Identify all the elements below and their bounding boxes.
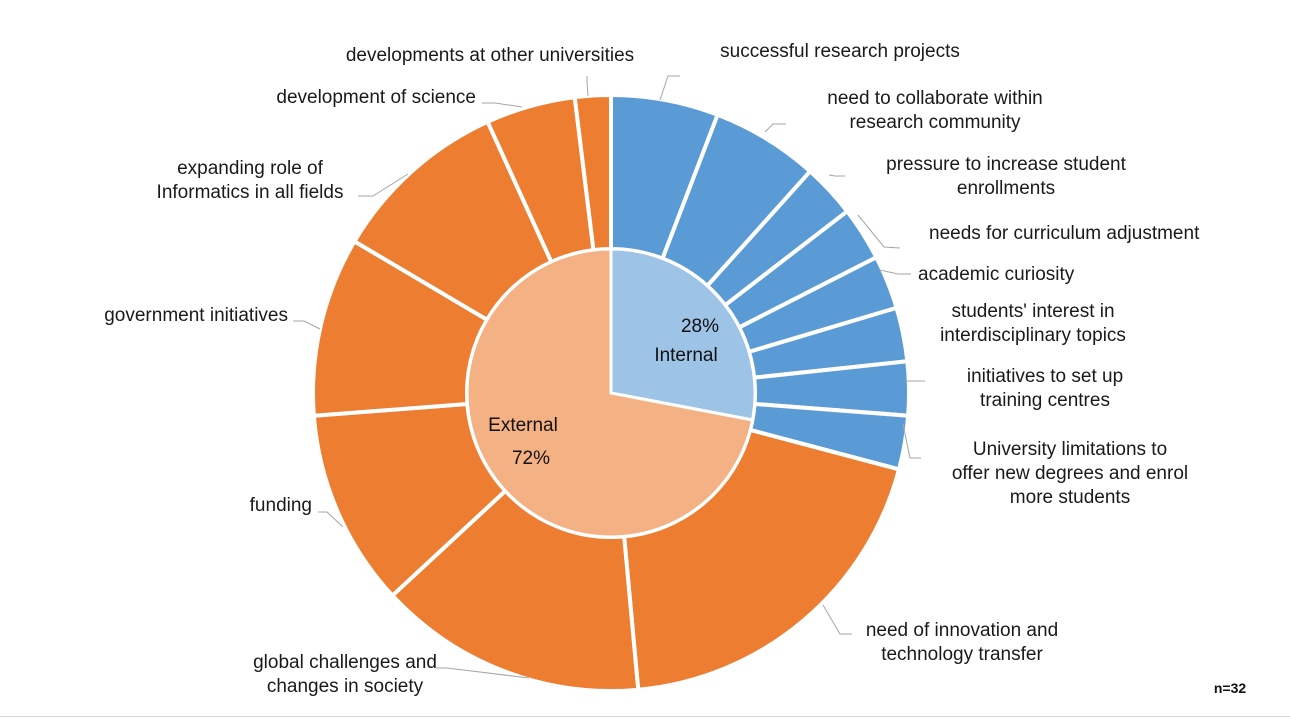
outer-label-successful-research-projects: successful research projects (720, 41, 960, 62)
outer-label-academic-curiosity: academic curiosity (918, 264, 1075, 285)
leader-line-government-initiatives (293, 320, 321, 330)
leader-line-pressure-to-increase-student-enrollments (828, 174, 845, 177)
inner-percent-external: 72% (512, 448, 550, 469)
outer-label-global-challenges-and-changes-in-society: global challenges and changes in society (253, 652, 437, 697)
leader-line-funding (318, 511, 344, 528)
outer-label-pressure-to-increase-student-enrollments: pressure to increase student enrollments (886, 154, 1126, 199)
leader-lines (293, 75, 925, 679)
inner-name-internal: Internal (654, 345, 717, 366)
outer-label-students-interest-in-interdisciplinary-topics: students' interest in interdisciplinary t… (940, 301, 1126, 346)
outer-labels: successful research projects need to coll… (104, 41, 1200, 697)
outer-label-university-limitations-to-offer-new-degrees-and-enrol-more-students: University limitations to offer new degre… (952, 439, 1188, 508)
outer-label-funding: funding (250, 495, 312, 516)
outer-label-government-initiatives: government initiatives (104, 305, 288, 326)
leader-line-need-to-collaborate-within-research-community (764, 123, 786, 133)
leader-line-development-of-science (482, 102, 523, 108)
outer-label-initiatives-to-set-up-training-centres: initiatives to set up training centres (967, 366, 1123, 411)
leader-line-global-challenges-and-changes-in-society (436, 667, 530, 679)
leader-line-developments-at-other-universities (586, 76, 589, 97)
sample-size-note: n=32 (1214, 680, 1247, 696)
outer-label-needs-for-curriculum-adjustment: needs for curriculum adjustment (929, 223, 1200, 244)
inner-labels: 28% Internal External 72% (488, 316, 719, 469)
outer-label-need-of-innovation-and-technology-transfer: need of innovation and technology transfe… (866, 620, 1058, 665)
leader-line-expanding-role-of-informatics-in-all-fields (358, 173, 409, 197)
leader-line-needs-for-curriculum-adjustment (857, 214, 901, 249)
inner-percent-internal: 28% (681, 316, 719, 337)
outer-label-developments-at-other-universities: developments at other universities (346, 45, 634, 66)
leader-line-academic-curiosity (879, 269, 911, 275)
inner-ring (465, 247, 757, 539)
inner-name-external: External (488, 415, 558, 436)
leader-line-successful-research-projects (659, 75, 680, 101)
leader-line-university-limitations-to-offer-new-degrees-and-enrol-more-students (902, 423, 921, 459)
bottom-rule (0, 716, 1290, 717)
inner-slice-internal (609, 247, 757, 422)
inner-slice-external (465, 247, 755, 539)
outer-label-development-of-science: development of science (276, 87, 476, 108)
outer-label-expanding-role-of-informatics-in-all-fields: expanding role of Informatics in all fiel… (157, 158, 344, 203)
leader-line-need-of-innovation-and-technology-transfer (822, 604, 852, 635)
outer-label-need-to-collaborate-within-research-community: need to collaborate within research commu… (827, 88, 1042, 133)
